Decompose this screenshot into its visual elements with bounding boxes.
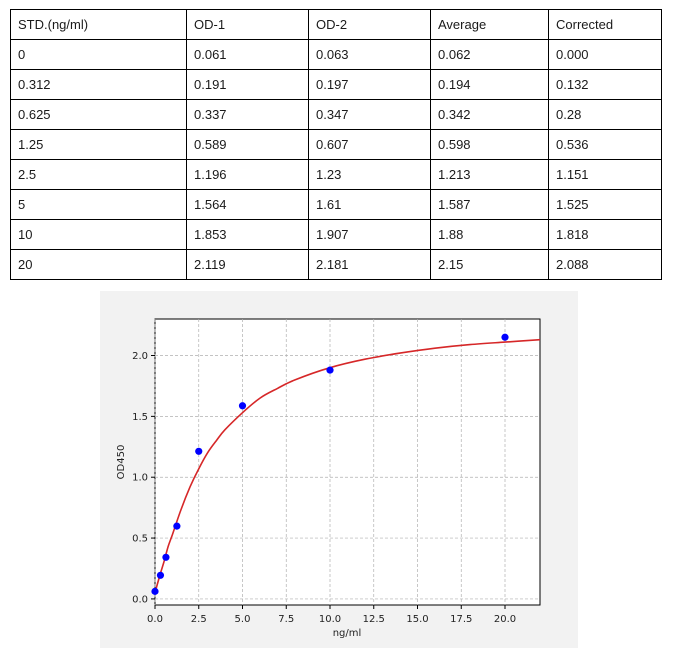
cell-od1: 0.061 [186, 39, 309, 70]
cell-std: 0.312 [10, 69, 187, 100]
cell-average: 1.587 [430, 189, 549, 220]
cell-std: 0 [10, 39, 187, 70]
cell-od1: 2.119 [186, 249, 309, 280]
cell-corrected: 0.132 [548, 69, 662, 100]
cell-average: 1.213 [430, 159, 549, 190]
x-axis-label: ng/ml [333, 628, 362, 639]
cell-od2: 1.907 [308, 219, 431, 250]
x-tick-label: 0.0 [147, 614, 163, 625]
standards-table: STD.(ng/ml) OD-1 OD-2 Average Corrected … [10, 9, 662, 280]
x-tick-label: 15.0 [406, 614, 428, 625]
cell-std: 2.5 [10, 159, 187, 190]
grid-lines [154, 319, 540, 605]
header-od2: OD-2 [308, 9, 431, 40]
cell-average: 2.15 [430, 249, 549, 280]
standard-curve-chart: 0.0 2.5 5.0 7.5 10.0 12.5 15.0 17.5 20.0 0.0 0.5 1.… [100, 291, 578, 648]
cell-od1: 0.589 [186, 129, 309, 160]
y-tick-label: 0.5 [132, 534, 148, 545]
cell-od2: 1.61 [308, 189, 431, 220]
cell-std: 0.625 [10, 99, 187, 130]
cell-corrected: 1.151 [548, 159, 662, 190]
header-std: STD.(ng/ml) [10, 9, 187, 40]
cell-od1: 1.853 [186, 219, 309, 250]
cell-average: 1.88 [430, 219, 549, 250]
cell-od1: 1.564 [186, 189, 309, 220]
table-row: 0.312 0.191 0.197 0.194 0.132 [10, 69, 662, 100]
cell-std: 5 [10, 189, 187, 220]
cell-od1: 0.337 [186, 99, 309, 130]
x-tick-label: 12.5 [363, 614, 385, 625]
data-point [195, 447, 203, 455]
table-row: 0.625 0.337 0.347 0.342 0.28 [10, 99, 662, 130]
data-point [162, 553, 170, 561]
cell-std: 20 [10, 249, 187, 280]
table-row: 5 1.564 1.61 1.587 1.525 [10, 189, 662, 220]
cell-corrected: 0.000 [548, 39, 662, 70]
cell-std: 1.25 [10, 129, 187, 160]
axis-ticks: 0.0 2.5 5.0 7.5 10.0 12.5 15.0 17.5 20.0 0.0 0.5 1.… [132, 351, 516, 625]
data-point [326, 366, 334, 374]
table-row: 2.5 1.196 1.23 1.213 1.151 [10, 159, 662, 190]
x-tick-label: 2.5 [191, 614, 207, 625]
header-average: Average [430, 9, 549, 40]
y-axis-label: OD450 [116, 445, 127, 480]
cell-corrected: 1.818 [548, 219, 662, 250]
data-point [238, 402, 247, 410]
chart-canvas: 0.0 2.5 5.0 7.5 10.0 12.5 15.0 17.5 20.0 0.0 0.5 1.… [116, 318, 541, 639]
cell-od1: 0.191 [186, 69, 309, 100]
cell-od2: 0.063 [308, 39, 431, 70]
data-point [501, 333, 509, 341]
data-point [151, 587, 159, 595]
cell-od2: 0.607 [308, 129, 431, 160]
cell-od2: 2.181 [308, 249, 431, 280]
plot-area [154, 318, 541, 606]
cell-average: 0.062 [430, 39, 549, 70]
table-row: 10 1.853 1.907 1.88 1.818 [10, 219, 662, 250]
cell-std: 10 [10, 219, 187, 250]
data-point [156, 571, 165, 579]
y-tick-label: 0.0 [132, 594, 148, 605]
x-tick-label: 5.0 [235, 614, 251, 625]
x-tick-label: 20.0 [494, 614, 516, 625]
cell-corrected: 0.28 [548, 99, 662, 130]
table-header-row: STD.(ng/ml) OD-1 OD-2 Average Corrected [10, 9, 662, 40]
cell-od2: 0.347 [308, 99, 431, 130]
cell-corrected: 1.525 [548, 189, 662, 220]
table-row: 20 2.119 2.181 2.15 2.088 [10, 249, 662, 280]
cell-od1: 1.196 [186, 159, 309, 190]
fit-curve-line [154, 338, 541, 594]
cell-od2: 1.23 [308, 159, 431, 190]
y-tick-label: 2.0 [132, 351, 148, 362]
y-tick-label: 1.5 [132, 412, 148, 423]
cell-od2: 0.197 [308, 69, 431, 100]
cell-average: 0.598 [430, 129, 549, 160]
cell-corrected: 0.536 [548, 129, 662, 160]
data-point [173, 522, 181, 530]
x-tick-label: 10.0 [319, 614, 341, 625]
cell-average: 0.194 [430, 69, 549, 100]
x-tick-label: 17.5 [450, 614, 472, 625]
cell-corrected: 2.088 [548, 249, 662, 280]
table-row: 1.25 0.589 0.607 0.598 0.536 [10, 129, 662, 160]
y-tick-label: 1.0 [132, 473, 148, 484]
header-od1: OD-1 [186, 9, 309, 40]
cell-average: 0.342 [430, 99, 549, 130]
x-tick-label: 7.5 [278, 614, 294, 625]
data-points [151, 333, 509, 595]
table-row: 0 0.061 0.063 0.062 0.000 [10, 39, 662, 70]
header-corrected: Corrected [548, 9, 662, 40]
